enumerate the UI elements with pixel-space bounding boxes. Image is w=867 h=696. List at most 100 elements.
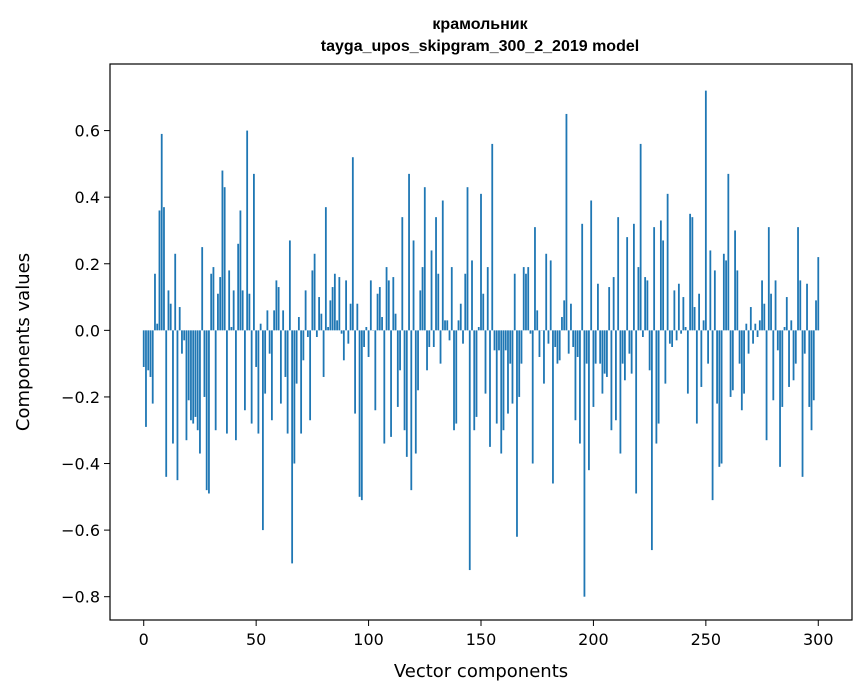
bar-component-275: [761, 280, 763, 331]
bar-component-227: [653, 227, 656, 331]
bar-component-300: [817, 257, 820, 331]
bar-component-250: [704, 90, 707, 331]
bar-component-118: [408, 173, 410, 331]
bar-component-11: [167, 290, 170, 331]
bar-component-207: [608, 287, 611, 331]
bar-component-125: [423, 187, 426, 331]
bar-component-209: [612, 277, 615, 331]
x-tick-label: 200: [578, 630, 609, 649]
bar-component-298: [812, 330, 815, 401]
bar-component-128: [430, 250, 433, 331]
bar-component-187: [563, 300, 566, 331]
bar-component-291: [797, 227, 799, 331]
bar-component-10: [165, 330, 168, 477]
bar-component-193: [576, 330, 579, 357]
bar-component-85: [333, 273, 336, 331]
y-axis-label: Components values: [13, 253, 34, 431]
bar-component-198: [588, 330, 590, 471]
bar-component-234: [668, 330, 671, 344]
bar-component-158: [498, 330, 500, 351]
bar-component-83: [329, 300, 332, 331]
bar-component-9: [163, 207, 165, 331]
bar-component-258: [722, 253, 725, 331]
bar-component-152: [484, 330, 487, 394]
bar-component-74: [309, 330, 312, 421]
bar-component-287: [788, 330, 790, 387]
bar-component-51: [257, 330, 260, 434]
bar-component-160: [502, 330, 505, 431]
bar-component-18: [183, 330, 186, 341]
bar-component-252: [709, 250, 712, 331]
bar-component-124: [421, 267, 424, 331]
bar-component-256: [718, 330, 721, 467]
bar-component-0: [142, 330, 145, 367]
bar-component-58: [273, 310, 276, 331]
bar-component-282: [776, 330, 779, 351]
x-tick-label: 250: [691, 630, 722, 649]
bar-component-132: [439, 330, 442, 364]
bar-component-69: [297, 317, 300, 331]
bar-component-110: [390, 330, 392, 437]
bar-component-260: [727, 173, 730, 331]
bar-series: [142, 90, 820, 597]
bar-component-229: [657, 330, 660, 424]
bar-component-81: [324, 207, 327, 331]
bar-component-93: [351, 157, 354, 331]
bar-component-162: [507, 330, 509, 414]
bar-component-223: [644, 277, 647, 331]
bar-component-195: [581, 223, 584, 331]
bar-component-3: [149, 330, 152, 377]
bar-component-212: [619, 330, 622, 454]
bar-component-167: [518, 330, 521, 397]
bar-component-12: [169, 303, 172, 331]
bar-component-73: [306, 330, 309, 338]
bar-component-14: [174, 253, 177, 331]
bar-component-194: [579, 330, 581, 444]
bar-component-61: [279, 330, 282, 404]
bar-component-217: [630, 330, 633, 374]
bar-component-39: [230, 327, 233, 331]
bar-component-178: [543, 330, 545, 384]
bar-component-6: [156, 323, 159, 331]
bar-component-261: [729, 330, 732, 397]
bar-component-176: [538, 330, 541, 357]
bar-component-112: [394, 313, 397, 331]
bar-component-173: [531, 330, 534, 464]
bar-component-75: [311, 270, 314, 331]
bar-component-192: [574, 330, 577, 421]
bar-component-96: [358, 330, 361, 497]
bar-component-98: [363, 330, 365, 347]
bar-component-153: [486, 267, 489, 331]
bar-component-104: [376, 293, 379, 331]
x-axis-ticks: 0 50 100 150 200 250 300: [139, 620, 834, 649]
bar-component-109: [387, 280, 390, 331]
bar-component-111: [392, 277, 395, 331]
bar-component-236: [673, 290, 676, 331]
bar-component-50: [255, 330, 258, 367]
bar-component-16: [178, 307, 181, 331]
bar-component-180: [547, 330, 550, 344]
y-tick-label: 0.6: [75, 122, 100, 141]
bar-component-246: [695, 330, 698, 424]
bar-component-57: [270, 330, 273, 421]
bar-component-63: [284, 330, 287, 377]
bar-component-29: [208, 330, 210, 494]
y-tick-label: −0.2: [61, 388, 100, 407]
bar-component-241: [684, 327, 687, 331]
bar-component-25: [199, 330, 201, 454]
bar-component-55: [266, 310, 269, 331]
bar-component-148: [475, 330, 478, 417]
bar-component-249: [702, 320, 705, 331]
bar-component-263: [734, 230, 736, 331]
bar-component-30: [210, 273, 213, 331]
bar-component-201: [594, 330, 597, 364]
bar-component-26: [201, 247, 204, 331]
x-tick-label: 100: [353, 630, 384, 649]
bar-component-257: [720, 330, 723, 464]
bar-component-156: [493, 330, 496, 351]
bar-component-119: [410, 330, 413, 491]
bar-component-189: [567, 330, 570, 354]
bar-component-202: [597, 283, 599, 331]
bar-component-72: [304, 290, 307, 331]
